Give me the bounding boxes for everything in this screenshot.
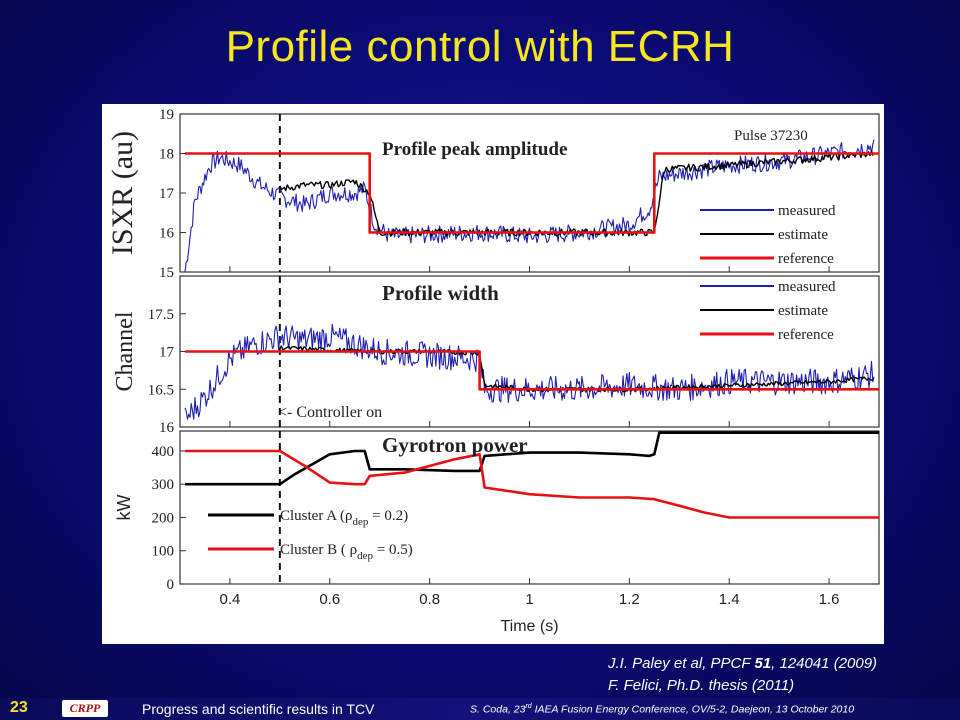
x-tick-label: 1.4 (719, 591, 740, 608)
footer-title: Progress and scientific results in TCV (142, 701, 375, 717)
x-tick-label: 1 (525, 591, 533, 608)
x-tick-label: 0.4 (219, 591, 240, 608)
y-tick-label: 300 (152, 477, 175, 493)
y-tick-label: 100 (152, 544, 175, 560)
footer-citation: S. Coda, 23rd IAEA Fusion Energy Confere… (470, 703, 854, 716)
chart-svg: 15 16 17 18 19 ISXR (au) 16 16.5 17 17.5 Channel 0 1… (106, 107, 880, 635)
x-tick-label: 1.2 (619, 591, 640, 608)
slide-title: Profile control with ECRH (225, 22, 735, 71)
panel-title: Profile width (382, 281, 499, 305)
x-tick-label: 0.6 (319, 591, 340, 608)
y-tick-label: 15 (159, 265, 174, 281)
legend-peak-measured-label: measured (778, 203, 836, 219)
series-estimate-line (279, 150, 874, 237)
series-reference-line (185, 350, 879, 391)
y-tick-label: 17 (159, 186, 175, 202)
x-tick-label: 0.8 (419, 591, 440, 608)
references: J.I. Paley et al, PPCF 51, 124041 (2009)… (608, 653, 877, 697)
y-tick-label: 200 (152, 510, 175, 526)
y-tick-label: 16 (159, 226, 175, 242)
y-axis-label: Channel (112, 311, 138, 391)
controller-on-annotation: <- Controller on (278, 404, 382, 421)
series-measured-line (184, 323, 875, 420)
footer-citation-sup: rd (525, 703, 532, 710)
reference-1-volume: 51 (754, 655, 772, 672)
reference-1: J.I. Paley et al, PPCF 51, 124041 (2009) (608, 653, 877, 675)
pulse-annotation: Pulse 37230 (734, 128, 808, 144)
series-cluster-b-line (185, 449, 879, 519)
crpp-logo: CRPP (62, 700, 108, 717)
y-axis-label: kW (114, 495, 134, 521)
legend-peak-estimate-label: estimate (778, 227, 828, 243)
y-tick-label: 18 (159, 147, 174, 163)
legend-width-reference-label: reference (778, 327, 834, 343)
y-tick-label: 16.5 (148, 382, 174, 398)
panel-title: Profile peak amplitude (382, 139, 567, 160)
reference-2: F. Felici, Ph.D. thesis (2011) (608, 677, 795, 694)
y-tick-label: 16 (159, 420, 175, 436)
panel-frame (179, 430, 880, 585)
y-tick-label: 17.5 (148, 307, 174, 323)
series-cluster-a-line (185, 431, 879, 486)
y-axis-label: ISXR (au) (106, 131, 139, 255)
y-tick-label: 19 (159, 107, 174, 123)
footer-citation-pre: S. Coda, 23 (470, 703, 526, 716)
footer-bar: 23 CRPP Progress and scientific results … (0, 698, 960, 720)
reference-1-authors: J.I. Paley et al, PPCF (608, 655, 755, 672)
y-tick-label: 400 (152, 444, 175, 460)
crpp-logo-text: CRPP (69, 701, 101, 715)
title-backdrop (378, 133, 642, 163)
series-reference-line (185, 152, 879, 234)
reference-1-pages: , 124041 (2009) (771, 655, 878, 672)
legend-cluster-a-label: Cluster A (ρdep = 0.2) (280, 508, 408, 528)
series-measured-line (184, 139, 875, 273)
x-axis-label: Time (s) (500, 618, 558, 635)
footer-citation-post: IAEA Fusion Energy Conference, OV/5-2, D… (531, 703, 855, 716)
y-tick-label: 0 (167, 577, 175, 593)
panel-title: Gyrotron power (382, 433, 528, 457)
chart-figure: 15 16 17 18 19 ISXR (au) 16 16.5 17 17.5 Channel 0 1… (102, 104, 884, 644)
legend-cluster-b-label: Cluster B ( ρdep = 0.5) (280, 542, 413, 562)
legend-peak-reference-label: reference (778, 251, 834, 267)
x-tick-label: 1.6 (819, 591, 840, 608)
slide-number: 23 (10, 699, 28, 716)
y-tick-label: 17 (159, 345, 175, 361)
legend-width-estimate-label: estimate (778, 303, 828, 319)
legend-width-measured-label: measured (778, 279, 836, 295)
